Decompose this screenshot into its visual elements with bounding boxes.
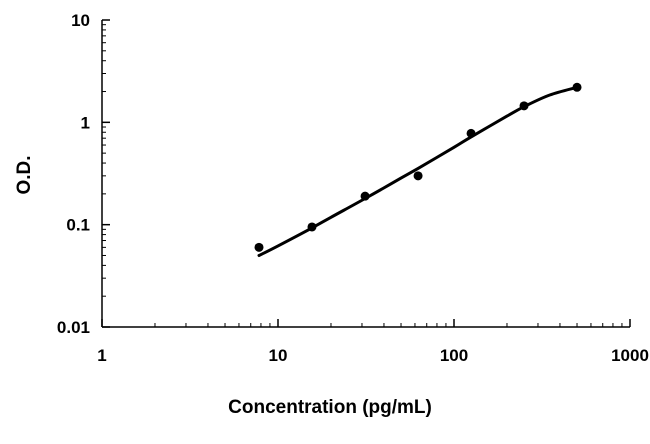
- data-point: [360, 191, 370, 201]
- x-tick-label: 1000: [611, 346, 649, 365]
- axes: 1 10 100 1000 0.01 0.1 1 10: [57, 11, 649, 365]
- x-tick-label: 100: [440, 346, 468, 365]
- y-tick-label: 1: [81, 113, 90, 132]
- data-points-group: [254, 82, 582, 252]
- data-point: [254, 242, 264, 252]
- y-tick-label: 0.1: [66, 216, 90, 235]
- y-tick-label: 10: [71, 11, 90, 30]
- x-tick-label: 1: [97, 346, 106, 365]
- data-point: [519, 101, 529, 111]
- data-point: [413, 171, 423, 181]
- x-axis-title: Concentration (pg/mL): [228, 397, 432, 418]
- data-point: [572, 82, 582, 92]
- x-tick-label: 10: [269, 346, 288, 365]
- data-point: [466, 128, 476, 138]
- y-tick-label: 0.01: [57, 318, 90, 337]
- data-point: [307, 222, 317, 232]
- y-axis-title: O.D.: [14, 155, 35, 194]
